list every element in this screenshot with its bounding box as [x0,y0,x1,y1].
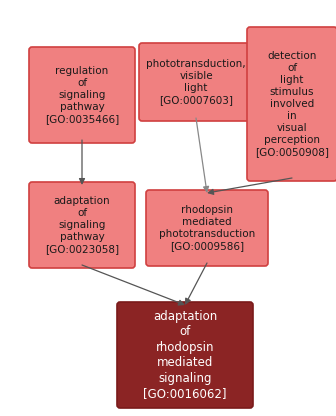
Text: adaptation
of
signaling
pathway
[GO:0023058]: adaptation of signaling pathway [GO:0023… [45,196,119,254]
FancyBboxPatch shape [117,302,253,408]
Text: phototransduction,
visible
light
[GO:0007603]: phototransduction, visible light [GO:000… [146,59,246,105]
FancyBboxPatch shape [139,43,253,121]
FancyBboxPatch shape [29,182,135,268]
Text: detection
of
light
stimulus
involved
in
visual
perception
[GO:0050908]: detection of light stimulus involved in … [255,51,329,157]
FancyBboxPatch shape [29,47,135,143]
Text: rhodopsin
mediated
phototransduction
[GO:0009586]: rhodopsin mediated phototransduction [GO… [159,205,255,251]
Text: adaptation
of
rhodopsin
mediated
signaling
[GO:0016062]: adaptation of rhodopsin mediated signali… [143,310,227,400]
Text: regulation
of
signaling
pathway
[GO:0035466]: regulation of signaling pathway [GO:0035… [45,66,119,124]
FancyBboxPatch shape [247,27,336,181]
FancyBboxPatch shape [146,190,268,266]
